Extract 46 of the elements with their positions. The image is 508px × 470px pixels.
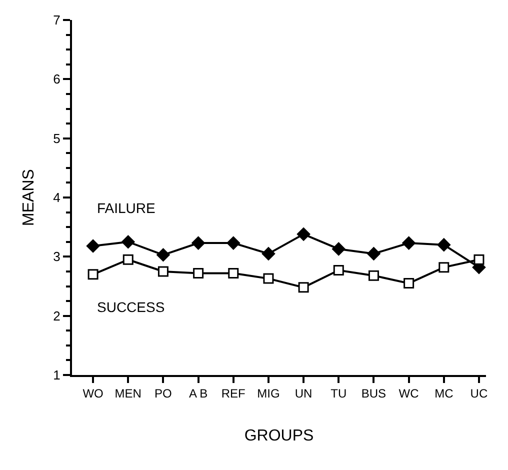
x-tick-label: UC: [470, 386, 488, 400]
point: [404, 278, 414, 289]
point: [298, 282, 309, 293]
point: [368, 270, 379, 281]
point: [156, 248, 170, 262]
point: [402, 236, 416, 250]
point: [86, 239, 100, 253]
x-axis-title: GROUPS: [244, 428, 314, 445]
x-tick-label: WC: [398, 386, 420, 400]
point: [122, 235, 135, 248]
x-tick-label: REF: [221, 386, 246, 400]
x-tick-label: BUS: [361, 386, 386, 400]
x-tick-label: PO: [154, 386, 172, 400]
point: [333, 265, 344, 276]
point: [438, 262, 450, 273]
y-tick-label: 4: [53, 190, 60, 206]
point: [332, 242, 346, 256]
series-label: SUCCESS: [97, 299, 165, 315]
x-tick-label: TU: [330, 386, 347, 400]
point: [122, 254, 134, 265]
x-tick-label: MEN: [114, 386, 142, 400]
point: [228, 268, 239, 278]
y-tick-label: 6: [53, 72, 60, 87]
point: [88, 269, 98, 280]
y-axis-title: MEANS: [20, 169, 38, 226]
point: [262, 247, 276, 260]
x-tick-label: WO: [82, 386, 104, 400]
x-tick-label: UN: [294, 386, 312, 400]
point: [296, 228, 310, 241]
y-tick-label: 2: [53, 308, 60, 324]
y-tick-label: 1: [53, 368, 60, 383]
point: [437, 238, 450, 252]
x-tick-label: MIG: [257, 386, 280, 400]
point: [226, 236, 240, 250]
point: [474, 254, 484, 265]
point: [263, 273, 274, 284]
y-tick-label: 7: [53, 12, 60, 28]
x-tick-label: A B: [188, 386, 208, 400]
point: [158, 266, 168, 277]
point: [192, 236, 205, 250]
point: [193, 268, 204, 278]
x-tick-label: MC: [434, 386, 454, 400]
series-label: FAILURE: [97, 200, 156, 216]
y-tick-label: 5: [53, 130, 60, 146]
y-tick-label: 3: [53, 249, 60, 264]
point: [367, 247, 380, 260]
